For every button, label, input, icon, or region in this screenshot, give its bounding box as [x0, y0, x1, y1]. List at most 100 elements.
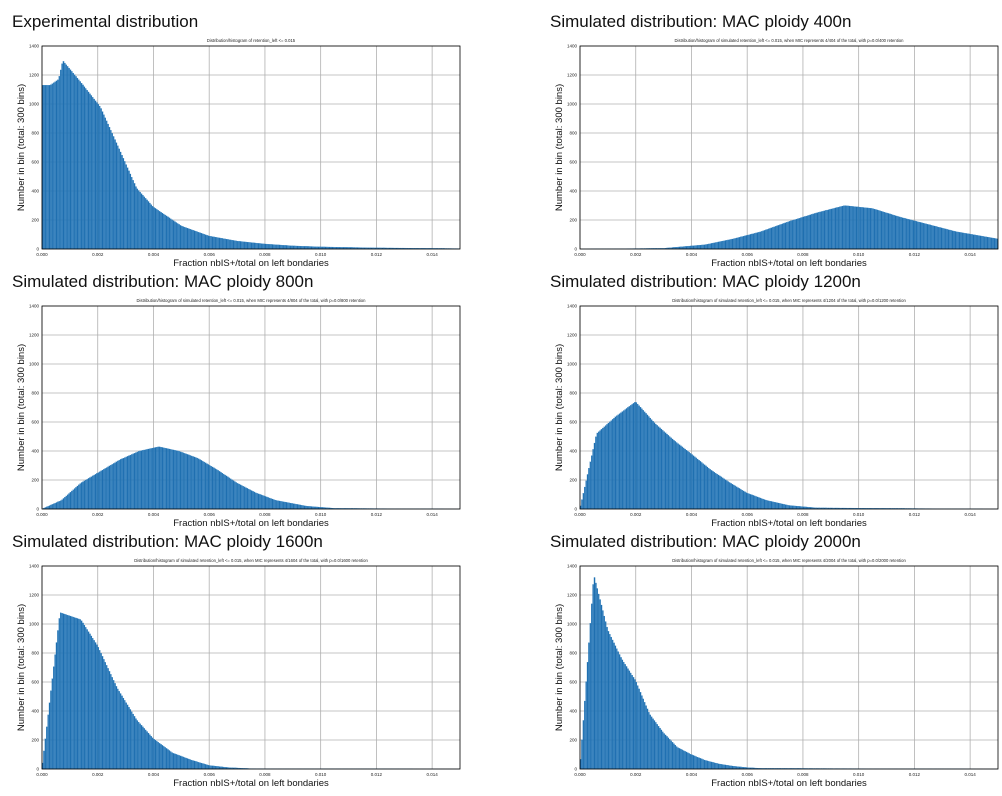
histogram-bar: [781, 223, 784, 250]
histogram-bar: [662, 731, 664, 770]
histogram-bar: [85, 88, 87, 250]
histogram-bar: [171, 449, 173, 510]
x-tick-label: 0.010: [315, 512, 327, 517]
histogram-bar: [766, 229, 768, 250]
histogram-bar: [51, 504, 54, 510]
histogram-bar: [99, 650, 101, 770]
histogram-bar: [864, 207, 866, 250]
histogram-bar: [748, 493, 750, 510]
histogram-bar: [698, 757, 700, 770]
histogram-bar: [819, 211, 821, 250]
histogram-bar: [202, 461, 204, 510]
histogram-bar: [119, 151, 122, 250]
histogram-bar: [800, 217, 802, 250]
histogram-bar: [967, 233, 969, 250]
histogram-bar: [581, 499, 583, 510]
histogram-bar: [249, 489, 251, 510]
histogram-bar: [731, 238, 734, 250]
histogram-bar: [277, 500, 279, 510]
histogram-bar: [284, 245, 286, 250]
histogram-bar: [61, 63, 63, 250]
histogram-bar: [72, 616, 74, 770]
histogram-bar: [220, 238, 222, 250]
histogram-bar: [184, 226, 186, 250]
histogram-bar: [195, 761, 197, 770]
histogram-bar: [308, 506, 310, 510]
histogram-bar: [861, 207, 863, 250]
histogram-bar: [83, 624, 86, 770]
histogram-bar: [947, 229, 950, 250]
histogram-bar: [781, 503, 784, 510]
y-tick-label: 400: [31, 189, 39, 194]
histogram-bar: [783, 504, 785, 510]
histogram-bar: [604, 621, 607, 770]
histogram-bar: [163, 746, 165, 770]
histogram-bar: [868, 207, 870, 250]
x-tick-label: 0.006: [742, 772, 754, 777]
histogram-bar: [143, 728, 145, 770]
histogram-bar: [168, 217, 171, 250]
histogram-bar: [607, 631, 610, 770]
histogram-bar: [48, 85, 51, 250]
histogram-bar: [188, 454, 190, 510]
histogram-bar: [241, 485, 243, 510]
histogram-bar: [207, 464, 210, 510]
histogram-bar: [167, 216, 169, 250]
histogram-bar: [296, 245, 299, 250]
histogram-bar: [51, 83, 54, 250]
histogram-bar: [50, 690, 52, 770]
chart-panel-ploidy-1600n: Simulated distribution: MAC ploidy 1600n…: [10, 532, 500, 792]
histogram-bar: [886, 212, 888, 250]
histogram-bar: [992, 237, 994, 250]
histogram-bar: [197, 762, 200, 770]
histogram-bar: [931, 225, 933, 250]
histogram-bar: [621, 659, 624, 770]
chart-panel-ploidy-1200n: Simulated distribution: MAC ploidy 1200n…: [548, 272, 1002, 532]
histogram-bar: [203, 461, 205, 510]
histogram-bar: [179, 755, 182, 770]
histogram-bar: [107, 668, 109, 770]
histogram-bar: [670, 437, 672, 510]
histogram-bar: [303, 505, 306, 510]
histogram-bar: [214, 765, 217, 770]
histogram-bar: [154, 740, 157, 770]
histogram-bar: [752, 233, 755, 250]
histogram-bar: [859, 207, 862, 250]
histogram-bar: [759, 497, 762, 510]
histogram-bar: [841, 205, 844, 250]
histogram-bar: [701, 758, 703, 770]
x-tick-label: 0.008: [797, 512, 809, 517]
histogram-bar: [105, 665, 108, 770]
histogram-bar: [745, 492, 748, 510]
histogram-bar: [167, 749, 169, 770]
histogram-bar: [724, 764, 727, 770]
x-tick-label: 0.008: [797, 252, 809, 257]
histogram-bar: [798, 218, 801, 250]
histogram-bar: [61, 499, 63, 510]
histogram-bar: [190, 455, 193, 510]
histogram-bar: [692, 455, 695, 510]
histogram-bar: [242, 486, 244, 510]
histogram-bar: [875, 209, 877, 250]
histogram-bar: [136, 188, 139, 250]
y-tick-label: 1400: [29, 564, 40, 569]
histogram-bar: [158, 211, 161, 250]
y-tick-label: 800: [31, 651, 39, 656]
histogram-bar: [133, 716, 136, 770]
histogram-bar: [733, 766, 735, 770]
histogram-bar: [774, 502, 777, 510]
histogram-bar: [655, 423, 657, 510]
histogram-bar: [73, 74, 76, 250]
histogram-bar: [110, 130, 112, 250]
histogram-bar: [294, 245, 296, 250]
histogram-bar: [762, 498, 764, 510]
histogram-bar: [142, 726, 144, 770]
histogram-bar: [985, 236, 987, 250]
histogram-bar: [680, 445, 682, 510]
histogram-bar: [694, 245, 696, 250]
histogram-bar: [620, 657, 622, 770]
histogram-bar: [630, 672, 632, 770]
histogram-bar: [96, 102, 98, 250]
histogram-bar: [211, 236, 214, 250]
histogram-bar: [787, 221, 789, 250]
